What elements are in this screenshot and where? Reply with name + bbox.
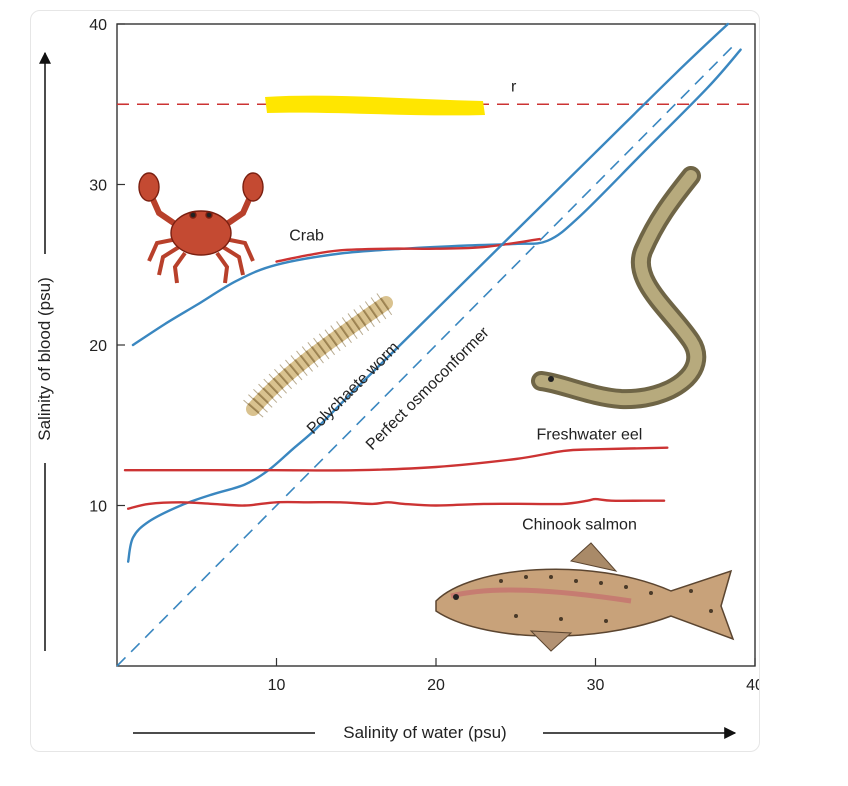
annotation-crab: Crab — [289, 228, 324, 245]
x-tick-label: 30 — [587, 677, 605, 694]
chinook-salmon-illustration — [435, 542, 735, 652]
crab-illustration — [138, 172, 264, 284]
salinity-chart: 10 20 30 40 10 20 30 40 Salinity of water (psu… — [35, 17, 759, 742]
series-line-crab-0 — [131, 48, 742, 347]
x-axis-label: Salinity of water (psu) — [343, 723, 506, 742]
annotation-redacted: r — [511, 78, 517, 95]
chart-card: 10 20 30 40 10 20 30 40 Salinity of water (psu… — [30, 10, 760, 752]
series-line-polychaete-worm-2 — [126, 22, 730, 563]
y-tick-label: 30 — [89, 178, 107, 195]
annotation-salmon: Chinook salmon — [522, 517, 637, 534]
series-line-freshwater-eel-3 — [123, 446, 669, 472]
annotation-eel: Freshwater eel — [536, 427, 642, 444]
reference-line-0 — [116, 45, 734, 667]
x-tick-label: 10 — [268, 677, 286, 694]
freshwater-eel-illustration — [531, 166, 707, 410]
series-line-chinook-salmon-4 — [126, 497, 666, 510]
y-tick-label: 40 — [89, 17, 107, 34]
x-tick-label: 20 — [427, 677, 445, 694]
redaction-highlight — [265, 95, 485, 116]
y-axis-label: Salinity of blood (psu) — [35, 277, 54, 440]
annotation-conformer: Perfect osmoconformer — [363, 324, 493, 454]
y-tick-label: 10 — [89, 499, 107, 516]
series-line-crab-1 — [275, 237, 541, 263]
polychaete-worm-illustration — [243, 292, 394, 418]
x-tick-label: 40 — [746, 677, 759, 694]
y-tick-label: 20 — [89, 338, 107, 355]
